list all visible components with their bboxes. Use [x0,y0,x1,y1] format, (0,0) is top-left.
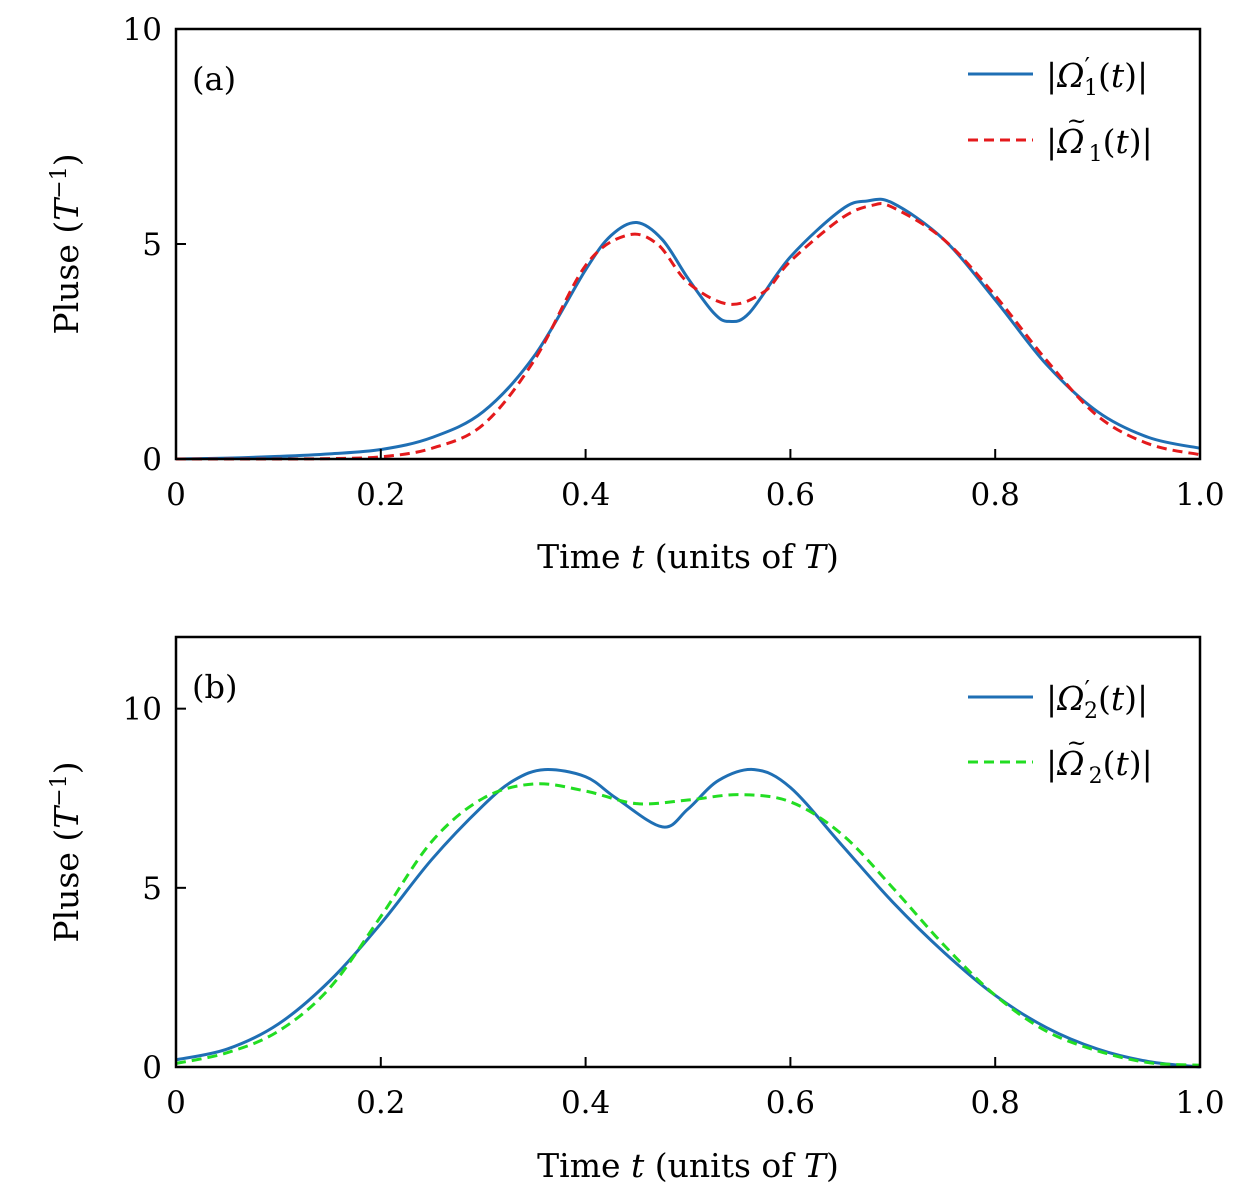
panel-a-xtick-label: 0.2 [356,477,405,513]
legend-a-label-2: |Ω~1(t)| [1046,107,1153,167]
panel-a-ytick-label: 5 [142,227,162,263]
panel-a-series-1-line [175,197,1201,461]
panel-a-series-2-line [175,202,1201,461]
panel-a-xtick-label: 0.4 [561,477,610,513]
panel-a-series [175,197,1201,461]
panel-b-xtick-label: 0 [166,1085,186,1121]
panel-a-legend: |Ω′ 1(t)| |Ω~1(t)| [968,53,1153,167]
panel-a-label: (a) [192,60,236,98]
panel-a-xtick-label: 0.6 [766,477,815,513]
panel-b-series-2-line [175,782,1201,1067]
panel-b-ytick-label: 5 [142,871,162,907]
panel-b-legend: |Ω′ 2(t)| |Ω~2(t)| [968,676,1153,789]
panel-a-ytick-label: 0 [142,442,162,478]
panel-b-xtick-label: 0.4 [561,1085,610,1121]
panel-a-ylabel: Pluse (T−1) [47,153,86,334]
panel-a-ytick-label: 10 [123,12,162,48]
panel-a-yticks: 0 5 10 [123,12,186,478]
legend-b-label-2: |Ω~2(t)| [1046,729,1153,789]
panel-b-xticks: 0 0.2 0.4 0.6 0.8 1.0 [166,1057,1225,1121]
panel-a: 0 0.2 0.4 0.6 0.8 1.0 0 5 10 (a) Time t (units … [47,12,1225,576]
panel-a-xticks: 0 0.2 0.4 0.6 0.8 1.0 [166,449,1225,513]
panel-b: 0 0.2 0.4 0.6 0.8 1.0 0 5 10 (b) Time t (units … [47,635,1225,1185]
panel-a-xlabel: Time t (units of T) [537,537,839,576]
panel-b-xlabel: Time t (units of T) [537,1146,839,1185]
panel-a-xtick-label: 0.8 [971,477,1020,513]
panel-b-xtick-label: 0.6 [766,1085,815,1121]
panel-b-yticks: 0 5 10 [123,692,186,1086]
panel-b-series [175,767,1201,1069]
panel-a-xtick-label: 1.0 [1175,477,1224,513]
panel-b-xtick-label: 0.8 [971,1085,1020,1121]
legend-b-label-1: |Ω′ 2(t)| [1046,676,1148,724]
panel-b-ytick-label: 0 [142,1050,162,1086]
panel-b-ytick-label: 10 [123,692,162,728]
panel-b-series-1-line [175,767,1201,1069]
panel-b-xtick-label: 1.0 [1175,1085,1224,1121]
panel-b-label: (b) [192,668,237,706]
panel-a-xtick-label: 0 [166,477,186,513]
panel-b-ylabel: Pluse (T−1) [47,761,86,942]
panel-b-frame [174,635,1202,1069]
legend-a-label-1: |Ω′ 1(t)| [1046,53,1148,101]
panel-b-xtick-label: 0.2 [356,1085,405,1121]
